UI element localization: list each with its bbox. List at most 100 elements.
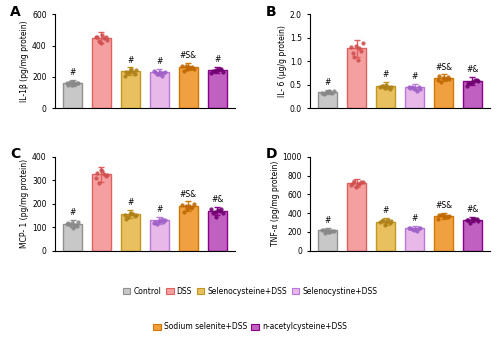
Y-axis label: MCP- 1 (pg/mg protein): MCP- 1 (pg/mg protein) <box>20 159 30 248</box>
Text: #: # <box>70 208 76 217</box>
Point <box>348 50 356 55</box>
Point <box>355 182 363 187</box>
Point <box>413 228 421 233</box>
Point <box>388 84 396 90</box>
Point <box>464 81 472 86</box>
Point <box>102 35 110 40</box>
Point <box>186 205 194 211</box>
Point <box>219 210 227 216</box>
Point <box>150 68 158 74</box>
Point <box>474 218 482 224</box>
Bar <box>405 87 424 108</box>
Point <box>70 225 78 231</box>
Point <box>180 209 188 215</box>
Point <box>190 66 198 72</box>
Point <box>326 89 334 95</box>
Point <box>320 91 328 97</box>
Point <box>122 216 130 222</box>
Point <box>474 78 482 84</box>
Point <box>160 71 168 76</box>
Point <box>386 221 394 226</box>
Bar <box>208 70 227 108</box>
Point <box>442 213 450 219</box>
Point <box>434 216 442 222</box>
Point <box>104 172 112 178</box>
Text: #: # <box>70 68 76 77</box>
Point <box>178 63 186 68</box>
Point <box>122 69 130 75</box>
Point <box>74 81 82 86</box>
Point <box>470 218 478 223</box>
Point <box>120 212 128 218</box>
Text: #: # <box>156 205 162 214</box>
Point <box>219 69 227 75</box>
Point <box>153 71 161 77</box>
Point <box>188 64 196 70</box>
Point <box>154 218 162 224</box>
Y-axis label: IL- 6 (μg/g protein): IL- 6 (μg/g protein) <box>278 25 287 97</box>
Text: #: # <box>156 57 162 66</box>
Point <box>378 83 386 88</box>
Point <box>322 90 330 96</box>
Text: B: B <box>266 5 276 19</box>
Bar <box>376 222 395 251</box>
Point <box>438 213 446 218</box>
Point <box>216 67 224 72</box>
Point <box>185 203 193 209</box>
Point <box>66 79 74 85</box>
Point <box>326 228 334 233</box>
Point <box>470 79 478 85</box>
Point <box>72 80 80 86</box>
Point <box>126 211 134 217</box>
Point <box>127 210 135 216</box>
Point <box>330 228 338 234</box>
Text: #: # <box>412 214 418 223</box>
Point <box>379 218 387 223</box>
Point <box>472 77 480 83</box>
Point <box>466 220 474 226</box>
Point <box>471 77 479 83</box>
Point <box>129 69 137 75</box>
Bar <box>463 81 482 108</box>
Point <box>96 40 104 46</box>
Point <box>184 66 192 72</box>
Text: #: # <box>412 72 418 81</box>
Point <box>92 175 100 181</box>
Text: #&: #& <box>211 195 224 204</box>
Point <box>71 222 79 228</box>
Point <box>218 66 226 72</box>
Point <box>184 206 192 212</box>
Bar <box>150 220 169 251</box>
Point <box>188 204 196 210</box>
Point <box>63 80 71 86</box>
Point <box>102 173 110 179</box>
Text: #: # <box>127 198 134 207</box>
Text: #: # <box>382 207 389 216</box>
Point <box>384 218 392 223</box>
Point <box>130 213 138 219</box>
Point <box>124 71 132 76</box>
Point <box>127 67 135 72</box>
Point <box>412 86 420 92</box>
Point <box>95 180 103 185</box>
Bar <box>208 211 227 251</box>
Point <box>124 214 132 219</box>
Text: A: A <box>10 5 21 19</box>
Point <box>186 65 194 71</box>
Text: #S&: #S& <box>435 63 452 72</box>
Text: #: # <box>214 55 220 64</box>
Point <box>95 38 103 43</box>
Point <box>347 183 355 188</box>
Point <box>322 230 330 236</box>
Point <box>318 227 326 233</box>
Point <box>444 214 452 220</box>
Point <box>406 86 414 91</box>
Point <box>318 90 326 96</box>
Point <box>185 64 193 69</box>
Point <box>120 73 128 79</box>
Point <box>324 88 332 93</box>
Point <box>126 68 134 74</box>
Point <box>156 218 164 223</box>
Point <box>416 225 424 231</box>
Point <box>63 221 71 227</box>
